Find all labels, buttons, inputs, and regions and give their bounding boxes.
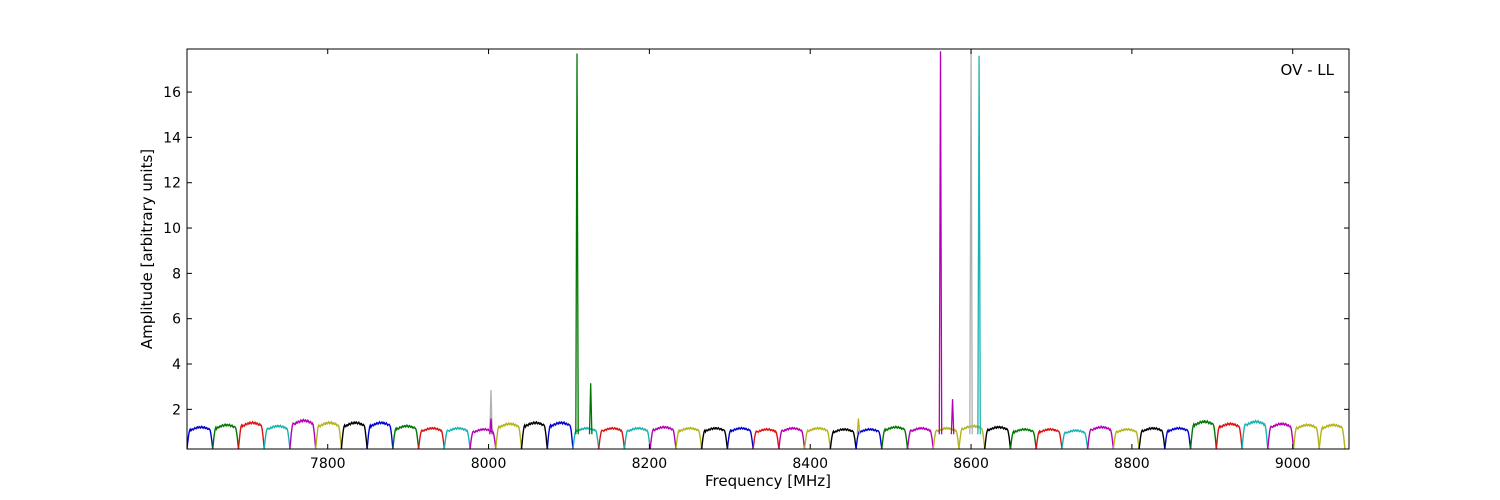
- band-curve: [623, 426, 651, 449]
- y-tick-label: 10: [163, 221, 181, 237]
- band-curve: [1292, 422, 1320, 449]
- x-axis-label: Frequency [MHz]: [705, 472, 831, 490]
- band-curve: [1009, 427, 1037, 449]
- y-tick-label: 14: [163, 130, 181, 146]
- spike-line: [856, 418, 861, 435]
- x-tick-label: 8200: [632, 456, 668, 472]
- x-tick-label: 8400: [792, 456, 828, 472]
- band-curve: [881, 425, 909, 449]
- band-curve: [366, 420, 394, 449]
- band-curve: [1112, 427, 1140, 449]
- band-curve: [701, 426, 729, 449]
- x-tick-label: 9000: [1275, 456, 1311, 472]
- x-tick-label: 7800: [310, 456, 346, 472]
- plot-frame: [186, 48, 1350, 450]
- y-axis-label: Amplitude [arbitrary units]: [138, 149, 156, 349]
- band-curve: [1061, 428, 1089, 449]
- band-curve: [520, 420, 548, 449]
- y-axis-ticks: 2 4 6 8 10 12 14 16: [163, 85, 1349, 418]
- band-curves: [187, 418, 1346, 449]
- band-curve: [1035, 427, 1063, 449]
- band-curve: [443, 426, 471, 449]
- spike-line: [977, 55, 981, 435]
- band-curve: [778, 426, 806, 449]
- plot-background: [187, 49, 1349, 449]
- band-curve: [1241, 419, 1269, 449]
- x-tick-label: 8600: [953, 456, 989, 472]
- band-curve: [546, 420, 574, 449]
- band-curve: [1215, 421, 1243, 449]
- band-curve: [212, 422, 240, 449]
- x-tick-label: 8800: [1114, 456, 1150, 472]
- y-tick-label: 6: [172, 312, 181, 328]
- band-curve: [572, 426, 600, 449]
- spike-line: [588, 383, 593, 435]
- band-curve: [263, 424, 291, 449]
- band-curve: [829, 427, 857, 449]
- band-curve: [237, 420, 265, 449]
- band-curve: [187, 425, 214, 449]
- x-axis-ticks: 7800 8000 8200 8400 8600 8800 9000: [310, 49, 1311, 472]
- band-curve: [649, 425, 677, 449]
- x-tick-label: 8000: [471, 456, 507, 472]
- y-tick-label: 12: [163, 176, 181, 192]
- band-curve: [598, 426, 626, 449]
- y-tick-label: 4: [172, 357, 181, 373]
- band-curve: [984, 425, 1012, 449]
- band-curve: [417, 426, 445, 449]
- band-curve: [855, 427, 883, 449]
- band-curve: [726, 426, 754, 449]
- band-curve: [906, 426, 934, 449]
- spike-line: [950, 399, 955, 435]
- band-curve: [752, 427, 780, 449]
- band-curve: [1267, 421, 1295, 449]
- spike-line: [938, 51, 943, 435]
- band-curve: [315, 420, 343, 449]
- y-tick-label: 16: [163, 85, 181, 101]
- y-tick-label: 2: [172, 402, 181, 418]
- band-curve: [675, 426, 703, 449]
- band-curve: [1189, 419, 1217, 449]
- band-curve: [932, 426, 960, 449]
- spike-line: [489, 390, 493, 435]
- spike-line: [489, 418, 493, 435]
- chart-annotation: OV - LL: [1281, 61, 1335, 79]
- spike-line: [575, 53, 579, 435]
- band-curve: [340, 420, 368, 449]
- band-curve: [289, 418, 317, 449]
- band-curve: [1318, 422, 1346, 449]
- band-curve: [495, 421, 523, 449]
- band-curve: [1087, 425, 1115, 449]
- band-curve: [392, 423, 420, 449]
- band-curve: [1164, 426, 1192, 449]
- band-curve: [1138, 426, 1166, 449]
- band-curve: [803, 426, 831, 449]
- y-tick-label: 8: [172, 266, 181, 282]
